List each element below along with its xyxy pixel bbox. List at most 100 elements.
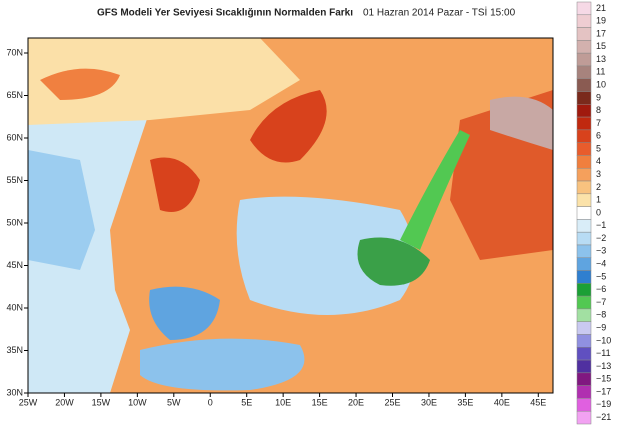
x-tick-label: 5W (167, 397, 181, 407)
colorbar-label: 4 (596, 156, 601, 166)
colorbar-swatch (576, 295, 592, 310)
colorbar-label: 6 (596, 131, 601, 141)
colorbar-swatch (576, 78, 592, 92)
x-tick-label: 10E (275, 397, 291, 407)
colorbar-label: 9 (596, 92, 601, 102)
iceland (40, 68, 120, 100)
x-tick-label: 40E (494, 397, 510, 407)
y-tick-label: 40N (6, 302, 23, 312)
colorbar-swatch (576, 129, 592, 143)
colorbar-label: −1 (596, 220, 606, 230)
colorbar-label: −8 (596, 310, 606, 320)
colorbar-label: 1 (596, 195, 601, 205)
colorbar-label: −17 (596, 386, 611, 396)
balkan-cold (357, 237, 430, 286)
colorbar-swatch (576, 283, 592, 297)
colorbar-label: 2 (596, 182, 601, 192)
colorbar-label: 13 (596, 54, 606, 64)
colorbar-swatch (576, 142, 592, 156)
x-tick-label: 15W (92, 397, 111, 407)
y-tick-label: 65N (6, 90, 23, 100)
colorbar-swatch (576, 219, 592, 233)
colorbar-label: 3 (596, 169, 601, 179)
russia-hot (490, 96, 553, 150)
colorbar-swatch (576, 104, 592, 118)
colorbar-swatch (576, 206, 592, 220)
colorbar-swatch (576, 334, 592, 348)
colorbar-swatch (576, 321, 592, 335)
colorbar-swatch (576, 155, 592, 169)
colorbar-swatch (576, 257, 592, 271)
colorbar-swatch (576, 244, 592, 259)
x-tick-label: 20W (55, 397, 74, 407)
colorbar-label: −21 (596, 412, 611, 422)
colorbar-label: 11 (596, 67, 605, 77)
colorbar-label: 10 (596, 79, 606, 89)
colorbar-label: −9 (596, 322, 606, 332)
colorbar-label: 8 (596, 105, 601, 115)
colorbar-label: −5 (596, 271, 606, 281)
map (27, 37, 554, 394)
colorbar-swatch (576, 27, 592, 41)
north-atlantic (28, 38, 300, 125)
y-tick-label: 45N (6, 260, 23, 270)
colorbar-label: 7 (596, 118, 601, 128)
y-tick-label: 60N (6, 132, 23, 142)
ocean-cold (28, 150, 95, 270)
x-tick-label: 5E (241, 397, 252, 407)
colorbar-label: −3 (596, 246, 606, 256)
colorbar-swatch (576, 65, 592, 79)
colorbar-label: −11 (596, 348, 611, 358)
colorbar-label: −13 (596, 361, 611, 371)
y-tick-label: 30N (6, 387, 23, 397)
y-tick-label: 35N (6, 345, 23, 355)
x-tick-label: 25W (19, 397, 38, 407)
colorbar-swatch (576, 52, 592, 67)
ridge-cold (400, 130, 470, 250)
y-tick-label: 55N (6, 175, 23, 185)
x-tick-label: 25E (384, 397, 400, 407)
colorbar-swatch (576, 91, 592, 105)
colorbar-swatch (576, 180, 592, 195)
map-frame (27, 37, 554, 394)
y-tick-label: 50N (6, 217, 23, 227)
colorbar-label: −15 (596, 374, 611, 384)
x-tick-label: 30E (421, 397, 437, 407)
colorbar-label: −19 (596, 399, 611, 409)
africa-cool (140, 338, 305, 391)
colorbar-swatch (576, 372, 592, 386)
colorbar-swatch (576, 14, 592, 28)
colorbar-swatch (576, 385, 592, 399)
scandinavia (250, 90, 327, 163)
colorbar-label: −6 (596, 284, 606, 294)
colorbar-swatch (576, 1, 592, 16)
colorbar-label: −4 (596, 259, 606, 269)
colorbar-swatch (576, 398, 592, 412)
iberia-cool (149, 286, 220, 340)
x-tick-label: 45E (530, 397, 546, 407)
colorbar-label: −10 (596, 335, 611, 345)
date: 01 Hazran 2014 Pazar - TSİ 15:00 (363, 6, 516, 19)
colorbar-label: −7 (596, 297, 606, 307)
colorbar-swatch (576, 410, 592, 425)
colorbar-label: 19 (596, 16, 606, 26)
colorbar-swatch (576, 116, 592, 131)
colorbar-label: 21 (596, 3, 606, 13)
x-tick-label: 0 (208, 397, 213, 407)
x-tick-label: 20E (348, 397, 364, 407)
colorbar-swatch (576, 359, 592, 374)
colorbar-label: 17 (596, 28, 606, 38)
colorbar-swatch (576, 231, 592, 246)
title: GFS Modeli Yer Seviyesi Sıcaklığının Nor… (97, 8, 353, 19)
colorbar-swatch (576, 308, 592, 322)
colorbar-label: 0 (596, 207, 601, 217)
colorbar-swatch (576, 167, 592, 182)
colorbar-swatch (576, 193, 592, 207)
x-tick-label: 10W (128, 397, 147, 407)
colorbar-label: 15 (596, 41, 606, 51)
colorbar-swatch (576, 270, 592, 284)
central-cool (236, 196, 415, 315)
x-tick-label: 35E (457, 397, 473, 407)
colorbar-swatch (576, 347, 592, 361)
